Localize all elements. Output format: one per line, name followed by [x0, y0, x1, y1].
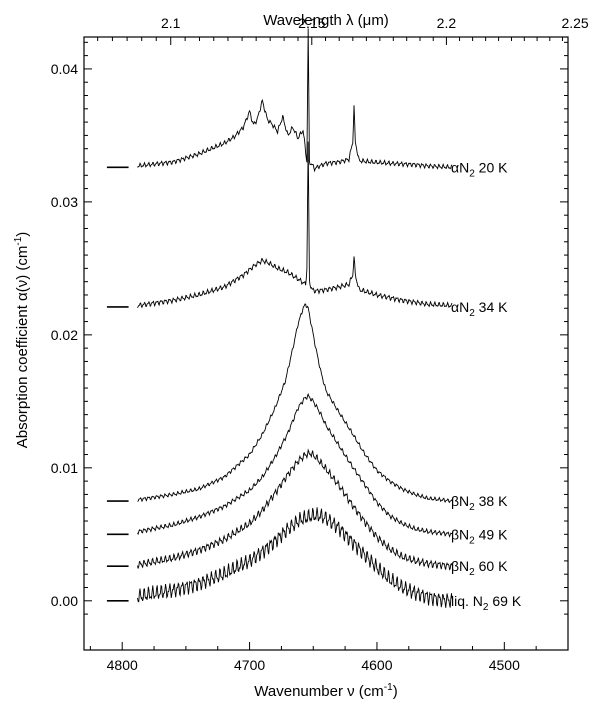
top-tick-label: 2.25 — [561, 15, 588, 31]
tick-labels: 4800 4700 4600 4500 2.1 2.15 2.2 2.25 0.00 0.01 0.… — [51, 15, 589, 673]
series-label-sub: 2 — [469, 567, 475, 578]
y-axis-title: Absorption coefficient α(ν) (cm-1) — [13, 232, 31, 449]
series-line — [137, 28, 453, 173]
series-label-sub: 2 — [469, 168, 475, 179]
series-line — [137, 507, 453, 608]
series-label: liq. N2 69 K — [451, 593, 522, 613]
y-tick-label: 0.04 — [51, 61, 78, 77]
series-label: βN2 38 K — [451, 493, 508, 513]
spectrum-series — [137, 28, 453, 608]
series-label-end: 34 K — [475, 299, 508, 315]
series-label-main: αN — [451, 159, 469, 175]
top-axis-title: Wavelength λ (μm) — [263, 12, 389, 29]
series-label-end: 69 K — [488, 593, 521, 609]
x-tick-label: 4500 — [489, 657, 520, 673]
series-label-sub: 2 — [469, 308, 475, 319]
series-line — [137, 303, 453, 504]
series-label-main: liq. N — [451, 593, 483, 609]
top-tick-label: 2.15 — [298, 15, 325, 31]
x-axis-title-end: ) — [393, 683, 398, 700]
series-label-end: 60 K — [475, 558, 508, 574]
x-tick-label: 4600 — [361, 657, 392, 673]
x-axis-title: Wavenumber ν (cm-1) — [254, 682, 397, 700]
y-tick-label: 0.02 — [51, 327, 78, 343]
series-label-sub: 2 — [483, 602, 489, 613]
series-label: βN2 60 K — [451, 558, 508, 578]
x-axis-title-main: Wavenumber ν (cm — [254, 683, 383, 700]
y-axis-title-sup: -1 — [13, 236, 24, 245]
series-label-main: βN — [451, 558, 469, 574]
x-tick-label: 4800 — [107, 657, 138, 673]
series-label-main: βN — [451, 526, 469, 542]
series-label-end: 49 K — [475, 526, 508, 542]
series-label-end: 38 K — [475, 493, 508, 509]
y-tick-label: 0.03 — [51, 194, 78, 210]
series-line — [137, 141, 453, 309]
series-label-end: 20 K — [475, 159, 508, 175]
axis-ticks — [84, 37, 569, 650]
y-axis-title-end: ) — [14, 232, 31, 237]
x-tick-label: 4700 — [234, 657, 265, 673]
top-tick-label: 2.2 — [437, 15, 457, 31]
baseline-markers — [106, 166, 129, 602]
y-tick-label: 0.00 — [51, 593, 78, 609]
y-tick-label: 0.01 — [51, 460, 78, 476]
series-line — [137, 448, 453, 571]
y-axis-title-main: Absorption coefficient α(ν) (cm — [14, 246, 31, 449]
series-label: βN2 49 K — [451, 526, 508, 546]
series-label-sub: 2 — [469, 502, 475, 513]
series-label-main: αN — [451, 299, 469, 315]
series-label: αN2 34 K — [451, 299, 508, 319]
top-tick-label: 2.1 — [161, 15, 181, 31]
series-label: αN2 20 K — [451, 159, 508, 179]
series-label-sub: 2 — [469, 535, 475, 546]
series-label-main: βN — [451, 493, 469, 509]
x-axis-title-sup: -1 — [384, 682, 393, 693]
series-line — [137, 392, 453, 538]
